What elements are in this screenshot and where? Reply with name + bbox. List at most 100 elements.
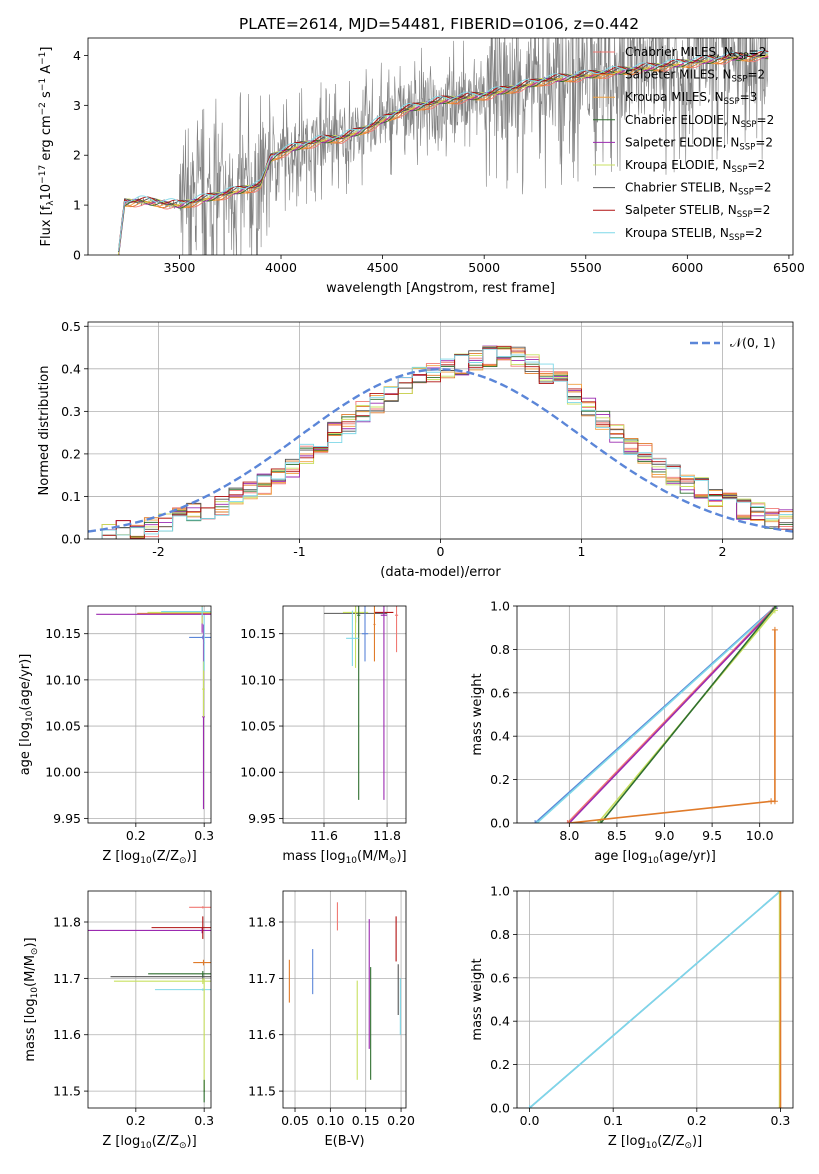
figure-title: PLATE=2614, MJD=54481, FIBERID=0106, z=0… bbox=[239, 15, 639, 33]
x-tick-label: 9.0 bbox=[655, 828, 675, 843]
error-bar-point bbox=[113, 978, 211, 984]
axes: -2 -1 0 1 2 0.0 0.1 0.2 0.3 0.4 0.5 bbox=[61, 319, 726, 559]
y-axis-label: mass [log10(M/M⊙)] bbox=[23, 937, 40, 1061]
y-tick-label: 4 bbox=[73, 48, 81, 63]
x-tick-label: 10.0 bbox=[746, 828, 774, 843]
y-tick-label: 0.6 bbox=[490, 685, 510, 700]
error-bar-point bbox=[88, 927, 211, 934]
axes: 8.0 8.5 9.0 9.5 10.0 0.0 0.2 0.4 0.6 0.8 1.0 bbox=[490, 599, 774, 844]
y-tick-label: 11.6 bbox=[248, 1027, 276, 1042]
error-bar-point bbox=[193, 959, 211, 966]
x-axis-label: (data-model)/error bbox=[380, 565, 501, 580]
error-bar-point bbox=[203, 615, 205, 671]
x-tick-label: 0.10 bbox=[316, 1113, 344, 1128]
x-tick-label: -2 bbox=[152, 544, 164, 559]
x-axis-label: Z [log10(Z/Z⊙)] bbox=[102, 849, 196, 866]
plot-area bbox=[96, 606, 211, 810]
residual-histogram bbox=[88, 345, 793, 539]
plot-area bbox=[88, 906, 211, 1103]
x-axis-label: Z [log10(Z/Z⊙)] bbox=[608, 1134, 702, 1151]
x-tick-label: 11.8 bbox=[373, 828, 401, 843]
x-tick-label: 0.3 bbox=[194, 828, 214, 843]
x-tick-label: 6500 bbox=[773, 260, 805, 275]
mass-weight-marker bbox=[777, 891, 784, 894]
plot-area bbox=[532, 606, 780, 823]
y-tick-label: 10.15 bbox=[45, 626, 81, 641]
x-tick-label: 4000 bbox=[265, 260, 297, 275]
plot-area bbox=[288, 902, 401, 1080]
axes-frame bbox=[516, 890, 794, 1109]
x-axis-label: mass [log10(M/M⊙)] bbox=[282, 849, 406, 866]
mass-weight-marker bbox=[566, 820, 573, 823]
error-bar-point bbox=[189, 906, 211, 909]
legend-label: Salpeter STELIB, NSSP=2 bbox=[625, 203, 770, 220]
model-spectrum-line bbox=[118, 49, 769, 251]
x-axis-label: Z [log10(Z/Z⊙)] bbox=[102, 1134, 196, 1151]
axes: 11.6 11.8 9.95 10.00 10.05 10.10 10.15 bbox=[240, 626, 401, 843]
y-tick-label: 11.8 bbox=[248, 915, 276, 930]
x-tick-label: 5000 bbox=[468, 260, 500, 275]
axes-frame bbox=[282, 890, 407, 1109]
x-tick-label: 0 bbox=[437, 544, 445, 559]
x-tick-label: 6000 bbox=[671, 260, 703, 275]
x-axis-label: E(B-V) bbox=[324, 1134, 364, 1149]
y-tick-label: 11.6 bbox=[53, 1027, 81, 1042]
y-tick-label: 11.5 bbox=[248, 1084, 276, 1099]
mass-weight-marker bbox=[776, 891, 783, 894]
y-tick-label: 11.7 bbox=[53, 971, 81, 986]
mass-weight-marker bbox=[564, 820, 571, 823]
mass-weight-vs-age-panel: 8.0 8.5 9.0 9.5 10.0 0.0 0.2 0.4 0.6 0.8 1.0 age [l… bbox=[470, 599, 794, 866]
legend-label: Chabrier STELIB, NSSP=2 bbox=[625, 181, 772, 198]
x-tick-label: 8.5 bbox=[607, 828, 627, 843]
x-tick-label: 0.2 bbox=[126, 1113, 146, 1128]
age-vs-mass-panel: 11.6 11.8 9.95 10.00 10.05 10.10 10.15 mass [lo… bbox=[240, 605, 407, 866]
axes: 0.2 0.3 9.95 10.00 10.05 10.10 10.15 bbox=[45, 626, 214, 843]
error-bar-point bbox=[203, 978, 205, 1092]
axes: 0.2 0.3 11.5 11.6 11.7 11.8 bbox=[53, 915, 214, 1129]
mass-weight-marker bbox=[776, 1105, 783, 1108]
y-tick-label: 0.1 bbox=[61, 489, 81, 504]
x-tick-label: 5500 bbox=[570, 260, 602, 275]
legend-label: Chabrier ELODIE, NSSP=2 bbox=[625, 113, 774, 130]
axes-frame bbox=[87, 37, 794, 256]
gridlines bbox=[517, 605, 793, 824]
gridlines bbox=[88, 322, 793, 540]
age-vs-metallicity-panel: 0.2 0.3 9.95 10.00 10.05 10.10 10.15 Z [log10(Z… bbox=[18, 605, 214, 866]
axes-frame bbox=[282, 605, 407, 824]
x-tick-label: 0.05 bbox=[281, 1113, 309, 1128]
legend-label: Kroupa MILES, NSSP=3 bbox=[625, 90, 757, 107]
x-axis-label: wavelength [Angstrom, rest frame] bbox=[326, 281, 555, 296]
x-tick-label: 1 bbox=[578, 544, 586, 559]
mass-weight-marker bbox=[533, 820, 540, 823]
y-tick-label: 0.8 bbox=[490, 642, 510, 657]
x-tick-label: 3500 bbox=[164, 260, 196, 275]
mass-weight-line bbox=[568, 607, 776, 823]
y-tick-label: 1.0 bbox=[490, 599, 510, 614]
y-tick-label: 9.95 bbox=[53, 811, 81, 826]
x-tick-label: 0.3 bbox=[771, 1113, 791, 1128]
mass-weight-line bbox=[569, 629, 776, 823]
axes: 3500 4000 4500 5000 5500 6000 6500 0 1 2 3 4 bbox=[73, 48, 805, 275]
axes-frame bbox=[87, 605, 212, 824]
residuals-histogram-panel: -2 -1 0 1 2 0.0 0.1 0.2 0.3 0.4 0.5 (data-model)/er… bbox=[37, 319, 794, 580]
y-tick-label: 2 bbox=[73, 148, 81, 163]
error-bar-point bbox=[189, 635, 211, 640]
spectrum-panel: 3500 4000 4500 5000 5500 6000 6500 0 1 2 3 4 wavelen… bbox=[38, 37, 805, 296]
plot-area bbox=[324, 606, 399, 800]
y-tick-label: 0.4 bbox=[490, 1014, 510, 1029]
error-bar-point bbox=[361, 606, 369, 662]
error-bar-point bbox=[342, 606, 369, 668]
x-tick-label: 2 bbox=[719, 544, 727, 559]
error-bar-point bbox=[373, 606, 376, 662]
y-tick-label: 0.0 bbox=[490, 1101, 510, 1116]
error-bar-point bbox=[202, 661, 205, 717]
y-tick-label: 10.15 bbox=[240, 626, 276, 641]
x-tick-label: 0.2 bbox=[126, 828, 146, 843]
y-tick-label: 0.2 bbox=[490, 772, 510, 787]
x-tick-label: 0.2 bbox=[687, 1113, 707, 1128]
y-tick-label: 0.8 bbox=[490, 927, 510, 942]
axes-frame bbox=[87, 890, 212, 1109]
y-tick-label: 0.0 bbox=[490, 816, 510, 831]
y-tick-label: 0.5 bbox=[61, 319, 81, 334]
x-tick-label: -1 bbox=[293, 544, 305, 559]
